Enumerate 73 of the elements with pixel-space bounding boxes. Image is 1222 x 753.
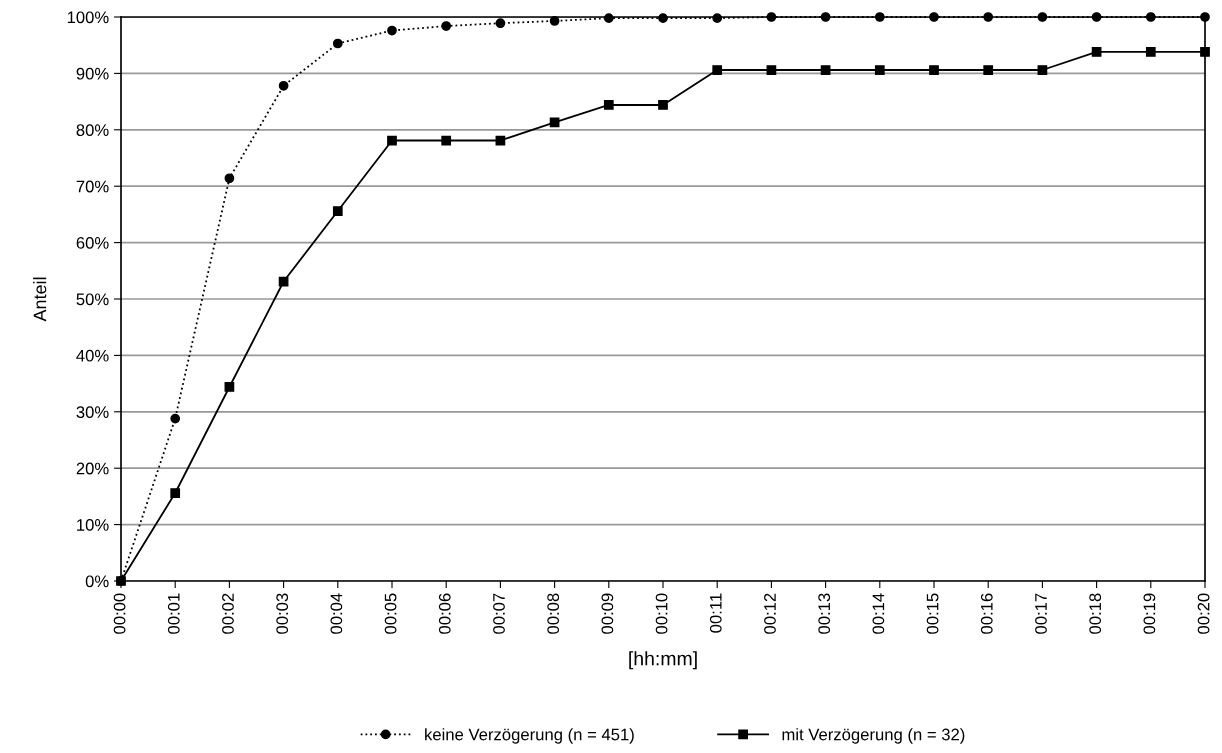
point: [224, 382, 235, 392]
point: [1145, 12, 1156, 22]
x-tick-label: 00:20: [1197, 593, 1210, 634]
x-tick-label: 00:10: [655, 593, 668, 634]
point: [495, 18, 506, 29]
point: [603, 100, 614, 110]
point: [387, 25, 397, 36]
point: [983, 12, 994, 22]
y-tick-label: 10%: [77, 519, 109, 531]
x-tick-label: 00:03: [276, 593, 289, 634]
point: [332, 206, 343, 216]
x-tick-label: 00:11: [709, 593, 722, 633]
y-tick-label: 40%: [76, 349, 109, 362]
point: [658, 13, 668, 23]
point: [929, 65, 939, 75]
point: [224, 173, 235, 184]
point: [332, 38, 343, 49]
point: [1037, 12, 1048, 22]
point: [1037, 65, 1048, 75]
x-tick-label: 00:16: [980, 593, 993, 634]
point: [874, 65, 885, 75]
y-tick-label: 30%: [76, 406, 109, 418]
x-tick-label: 00:00: [113, 593, 126, 634]
point: [603, 13, 614, 23]
point: [1091, 12, 1102, 22]
legend-label: keine Verzögerung (n = 451): [425, 728, 634, 744]
point: [874, 12, 885, 22]
point: [170, 488, 181, 498]
y-tick-label: 60%: [76, 237, 109, 249]
point: [766, 65, 777, 75]
x-tick-label: 00:04: [330, 593, 343, 634]
legend-label: mit Verzögerung (n = 32): [782, 728, 965, 744]
y-tick-label: 80%: [76, 124, 109, 136]
point: [278, 80, 289, 91]
point: [549, 16, 560, 26]
point: [387, 135, 397, 146]
point: [820, 65, 831, 75]
point: [441, 135, 452, 146]
y-axis-title: Anteil: [33, 277, 47, 322]
y-tick-label: 50%: [76, 293, 109, 306]
x-tick-label: 00:15: [926, 593, 939, 634]
point: [820, 12, 831, 22]
y-tick-label: 70%: [76, 180, 109, 193]
y-tick-label: 0%: [85, 575, 109, 588]
x-tick-label: 00:17: [1035, 593, 1047, 634]
x-tick-label: 00:08: [547, 593, 560, 634]
point: [929, 12, 939, 22]
x-tick-label: 00:01: [167, 593, 180, 634]
point: [170, 413, 181, 424]
x-tick-label: 00:14: [872, 593, 885, 634]
x-axis-title: [hh:mm]: [629, 651, 697, 670]
point: [658, 100, 668, 110]
x-tick-label: 00:19: [1143, 593, 1156, 634]
point: [1145, 47, 1156, 57]
point: [1091, 47, 1102, 57]
y-tick-label: 90%: [76, 67, 109, 80]
x-tick-label: 00:07: [493, 593, 505, 634]
x-tick-label: 00:09: [601, 593, 614, 634]
x-tick-label: 00:12: [764, 593, 776, 634]
point: [1200, 12, 1210, 22]
point: [441, 21, 452, 31]
point: [712, 65, 723, 75]
x-tick-label: 00:13: [818, 593, 831, 634]
x-tick-label: 00:06: [438, 593, 451, 634]
point: [712, 13, 723, 23]
point: [1200, 47, 1210, 57]
y-tick-label: 20%: [76, 462, 109, 475]
x-tick-label: 00:18: [1089, 593, 1102, 634]
y-tick-label: 100%: [67, 11, 109, 24]
x-tick-label: 00:05: [384, 593, 397, 634]
point: [766, 12, 777, 22]
x-tick-label: 00:02: [222, 593, 234, 634]
point: [983, 65, 994, 75]
